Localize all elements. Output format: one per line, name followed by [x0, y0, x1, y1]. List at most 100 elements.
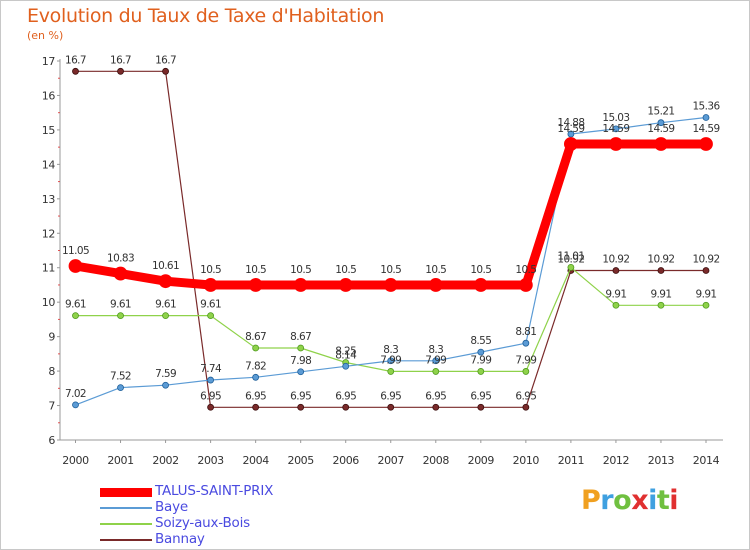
brand-logo: Proxiti: [581, 485, 679, 516]
data-label: 10.5: [245, 264, 266, 276]
y-tick-label: 6: [48, 434, 55, 447]
data-label: 7.98: [290, 355, 311, 367]
data-point: [162, 312, 169, 320]
data-point: [432, 357, 440, 365]
data-point: [72, 401, 79, 409]
brand-letter: o: [613, 485, 632, 516]
data-label: 15.21: [647, 106, 674, 118]
data-label: 10.92: [647, 253, 674, 265]
data-label: 7.99: [380, 354, 401, 366]
data-label: 7.99: [515, 354, 536, 366]
x-tick-label: 2013: [648, 454, 675, 467]
data-label: 9.91: [696, 288, 717, 300]
data-label: 9.61: [155, 299, 176, 311]
y-tick-label: 12: [42, 227, 55, 240]
series-0: [68, 137, 713, 292]
x-tick-label: 2003: [197, 454, 224, 467]
data-point: [699, 137, 713, 151]
brand-letter: i: [648, 485, 657, 516]
data-label: 7.99: [470, 354, 491, 366]
legend-label: Bannay: [155, 531, 205, 547]
brand-letter: P: [581, 485, 601, 516]
data-label: 8.3: [428, 344, 443, 356]
data-point: [612, 301, 620, 309]
data-point: [117, 67, 124, 75]
data-point: [477, 368, 485, 375]
x-tick-label: 2007: [378, 454, 405, 467]
data-point: [567, 263, 575, 271]
data-point: [702, 301, 710, 309]
data-point: [387, 403, 395, 411]
x-tick-label: 2008: [423, 454, 450, 467]
data-point: [158, 274, 173, 289]
data-label: 10.61: [152, 260, 179, 272]
data-point: [252, 373, 260, 381]
data-label: 16.7: [65, 54, 86, 66]
data-point: [383, 278, 398, 292]
data-point: [342, 403, 350, 411]
data-point: [162, 381, 169, 389]
data-label: 14.59: [647, 123, 674, 135]
brand-letter: i: [669, 485, 679, 516]
data-point: [117, 384, 124, 392]
data-label: 15.03: [602, 112, 629, 124]
data-point: [432, 403, 440, 411]
data-label: 10.5: [470, 264, 491, 276]
data-label: 8.3: [383, 344, 398, 356]
data-label: 14.59: [557, 123, 584, 135]
legend-swatch: [100, 523, 152, 525]
data-point: [432, 368, 440, 375]
data-point: [654, 137, 668, 151]
data-labels-layer: 16.7 16.7 16.7 6.95 6.95 6.95 6.95 6.95 6.95 6.95…: [62, 54, 721, 402]
data-point: [612, 125, 620, 133]
data-point: [203, 278, 218, 292]
chart-subtitle: (en %): [27, 29, 64, 42]
data-point: [297, 403, 305, 411]
x-tick-label: 2011: [558, 454, 584, 467]
data-label: 8.81: [515, 326, 536, 338]
data-point: [477, 348, 485, 356]
data-label: 6.95: [515, 390, 536, 402]
data-label: 7.99: [425, 354, 446, 366]
data-label: 6.95: [425, 390, 446, 402]
data-point: [387, 357, 395, 365]
data-label: 6.95: [290, 390, 311, 402]
data-point: [248, 278, 263, 292]
x-tick-label: 2006: [333, 454, 360, 467]
data-point: [72, 312, 79, 320]
data-label: 10.92: [557, 253, 584, 265]
legend-label: Baye: [155, 499, 189, 515]
chart-title: Evolution du Taux de Taxe d'Habitation: [27, 5, 385, 27]
x-tick-label: 2010: [513, 454, 540, 467]
data-point: [428, 278, 443, 292]
y-tick-label: 9: [48, 331, 55, 344]
data-label: 9.91: [605, 288, 626, 300]
data-point: [477, 403, 485, 411]
data-point: [657, 119, 665, 127]
chart-axes: 6 7 8 9 10 11 12 13 14 15 16 17 2000 2001 2002 2003 2004…: [42, 55, 723, 467]
data-label: 10.5: [515, 264, 536, 276]
data-point: [72, 67, 79, 75]
legend-label: TALUS-SAINT-PRIX: [155, 483, 274, 499]
data-label: 10.83: [107, 253, 134, 265]
data-label: 10.92: [692, 253, 719, 265]
y-tick-label: 7: [48, 400, 55, 413]
data-label: 15.36: [692, 101, 720, 113]
series-layer: [68, 67, 713, 411]
data-point: [702, 267, 710, 274]
data-label: 8.14: [335, 349, 357, 361]
data-label: 10.5: [380, 264, 401, 276]
series-1: [72, 114, 710, 409]
data-point: [387, 368, 395, 375]
brand-letter: r: [600, 485, 614, 516]
y-tick-label: 14: [42, 158, 56, 171]
y-tick-label: 16: [42, 89, 56, 102]
data-label: 7.82: [245, 360, 266, 372]
data-point: [342, 362, 350, 370]
data-point: [117, 312, 124, 320]
x-tick-label: 2004: [242, 454, 269, 467]
x-tick-label: 2002: [152, 454, 178, 467]
data-label: 7.02: [65, 388, 86, 400]
data-label: 10.5: [335, 264, 356, 276]
